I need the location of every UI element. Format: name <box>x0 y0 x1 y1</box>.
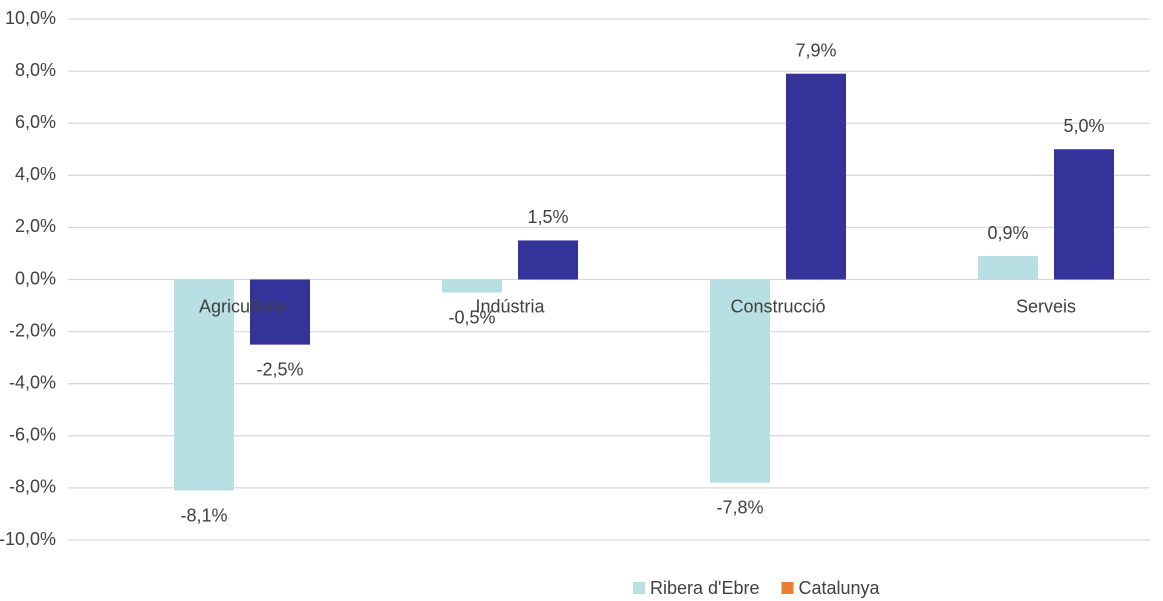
data-label: 5,0% <box>1063 116 1104 136</box>
data-label: 7,9% <box>795 40 836 60</box>
x-tick-label: Serveis <box>1016 296 1076 316</box>
legend-swatch <box>633 582 645 594</box>
y-tick-label: -8,0% <box>9 477 56 497</box>
y-tick-label: 8,0% <box>15 60 56 80</box>
bar <box>786 73 846 280</box>
y-tick-label: 4,0% <box>15 164 56 184</box>
data-label: -8,1% <box>180 505 227 525</box>
y-tick-label: 2,0% <box>15 216 56 236</box>
bar <box>174 279 234 491</box>
y-tick-label: -4,0% <box>9 372 56 392</box>
bar <box>978 256 1038 280</box>
y-tick-label: -6,0% <box>9 425 56 445</box>
data-label: 1,5% <box>527 207 568 227</box>
y-tick-label: -2,0% <box>9 320 56 340</box>
legend-swatch <box>781 582 794 594</box>
bar <box>710 279 770 483</box>
x-tick-label: Agricultura <box>199 296 286 316</box>
x-tick-label: Construcció <box>730 296 825 316</box>
data-label: -2,5% <box>256 359 303 379</box>
data-label: -7,8% <box>716 497 763 517</box>
bar <box>1054 149 1114 280</box>
bar <box>442 279 502 293</box>
y-tick-label: 0,0% <box>15 268 56 288</box>
y-tick-label: 10,0% <box>5 8 56 28</box>
legend-label: Ribera d'Ebre <box>650 578 760 598</box>
data-label: 0,9% <box>987 223 1028 243</box>
legend-label: Catalunya <box>799 578 881 598</box>
data-label: -0,5% <box>448 307 495 327</box>
x-tick-label: Indústria <box>475 296 545 316</box>
y-tick-label: -10,0% <box>0 529 56 549</box>
bar <box>518 240 578 280</box>
y-tick-label: 6,0% <box>15 112 56 132</box>
bar <box>250 279 310 345</box>
